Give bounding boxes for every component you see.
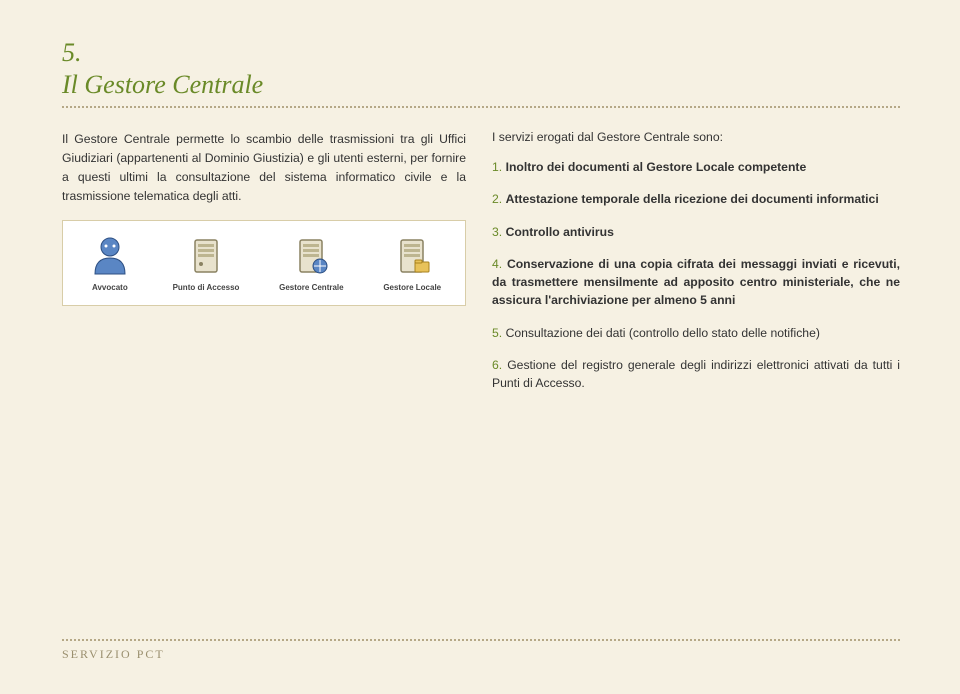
- diagram-label: Gestore Locale: [383, 283, 441, 292]
- section-title: Il Gestore Centrale: [62, 70, 900, 100]
- page-footer: SERVIZIO PCT: [62, 639, 900, 662]
- server-net-icon: [288, 233, 334, 279]
- document-page: 5. Il Gestore Centrale Il Gestore Centra…: [0, 0, 960, 407]
- service-item: 4. Conservazione di una copia cifrata de…: [492, 255, 900, 310]
- service-text: Attestazione temporale della ricezione d…: [506, 192, 879, 206]
- services-intro: I servizi erogati dal Gestore Centrale s…: [492, 130, 900, 144]
- service-text: Gestione del registro generale degli ind…: [492, 358, 900, 390]
- server-folder-icon: [389, 233, 435, 279]
- service-item: 3. Controllo antivirus: [492, 223, 900, 241]
- two-column-layout: Il Gestore Centrale permette lo scambio …: [62, 130, 900, 407]
- diagram-item-punto-accesso: Punto di Accesso: [173, 233, 240, 292]
- section-number: 5.: [62, 38, 900, 68]
- service-number: 1.: [492, 160, 502, 174]
- divider-bottom: [62, 639, 900, 641]
- diagram-item-gestore-locale: Gestore Locale: [383, 233, 441, 292]
- diagram-label: Gestore Centrale: [279, 283, 343, 292]
- diagram-item-gestore-centrale: Gestore Centrale: [279, 233, 343, 292]
- server-icon: [183, 233, 229, 279]
- footer-label: SERVIZIO PCT: [62, 647, 900, 662]
- service-item: 2. Attestazione temporale della ricezion…: [492, 190, 900, 208]
- diagram-label: Avvocato: [92, 283, 128, 292]
- service-text: Inoltro dei documenti al Gestore Locale …: [506, 160, 807, 174]
- service-text: Conservazione di una copia cifrata dei m…: [492, 257, 900, 308]
- diagram-item-avvocato: Avvocato: [87, 233, 133, 292]
- workflow-diagram: Avvocato Punto di Accesso: [62, 220, 466, 306]
- service-item: 5. Consultazione dei dati (controllo del…: [492, 324, 900, 342]
- service-text: Controllo antivirus: [506, 225, 614, 239]
- intro-paragraph: Il Gestore Centrale permette lo scambio …: [62, 130, 466, 206]
- column-right: I servizi erogati dal Gestore Centrale s…: [492, 130, 900, 407]
- service-number: 2.: [492, 192, 502, 206]
- divider-top: [62, 106, 900, 108]
- column-left: Il Gestore Centrale permette lo scambio …: [62, 130, 466, 407]
- person-icon: [87, 233, 133, 279]
- service-number: 3.: [492, 225, 502, 239]
- service-number: 6.: [492, 358, 502, 372]
- diagram-label: Punto di Accesso: [173, 283, 240, 292]
- service-number: 5.: [492, 326, 502, 340]
- service-item: 6. Gestione del registro generale degli …: [492, 356, 900, 393]
- service-text: Consultazione dei dati (controllo dello …: [506, 326, 820, 340]
- service-item: 1. Inoltro dei documenti al Gestore Loca…: [492, 158, 900, 176]
- service-number: 4.: [492, 257, 502, 271]
